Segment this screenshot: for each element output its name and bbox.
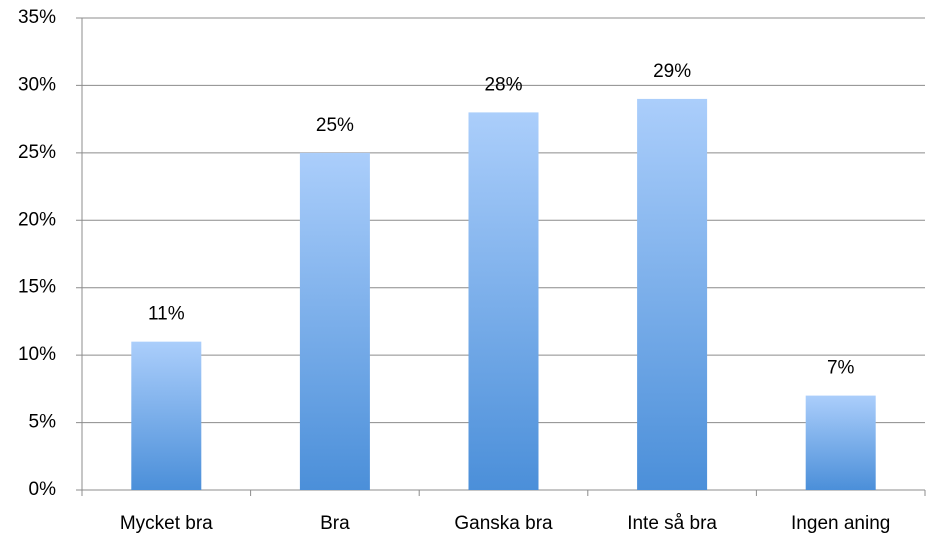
y-tick-label: 5% — [29, 412, 57, 433]
y-tick-label: 35% — [18, 7, 56, 28]
y-tick-label: 10% — [18, 344, 56, 365]
x-tick-label: Ingen aning — [791, 513, 890, 534]
y-tick-label: 20% — [18, 209, 56, 230]
value-label: 25% — [316, 115, 354, 136]
x-tick-label: Mycket bra — [120, 513, 213, 534]
y-tick-label: 25% — [18, 142, 56, 163]
value-label: 28% — [484, 74, 522, 95]
value-label: 11% — [148, 304, 185, 325]
value-label: 29% — [653, 61, 691, 82]
y-tick-label: 30% — [18, 74, 56, 95]
bar — [637, 98, 708, 491]
bar — [468, 112, 539, 491]
y-tick-label: 15% — [18, 277, 56, 298]
value-label: 7% — [827, 358, 855, 379]
bar — [131, 341, 202, 490]
x-tick-label: Bra — [320, 513, 350, 534]
bar — [299, 152, 370, 490]
y-tick-label: 0% — [29, 479, 57, 500]
x-tick-label: Inte så bra — [627, 513, 717, 534]
x-tick-label: Ganska bra — [454, 513, 553, 534]
bar — [805, 395, 876, 490]
